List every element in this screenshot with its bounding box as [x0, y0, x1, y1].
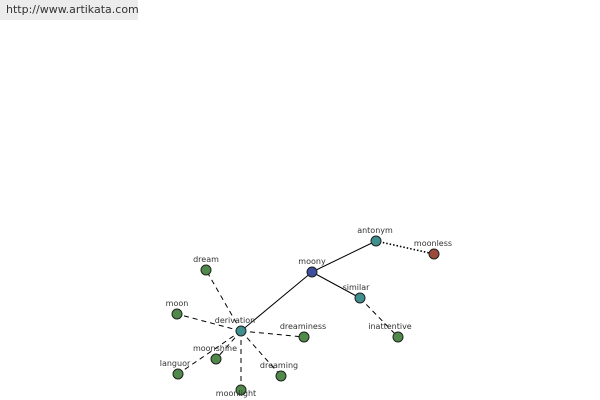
node-dreaminess[interactable] [298, 331, 310, 343]
node-derivation[interactable] [235, 325, 247, 337]
node-moonless[interactable] [428, 248, 440, 260]
node-moonlight[interactable] [235, 384, 247, 396]
node-label-moon[interactable]: moon [166, 299, 189, 308]
node-label-languor[interactable]: languor [160, 359, 191, 368]
site-url-link[interactable]: http://www.artikata.com [0, 0, 139, 20]
graph-nodes [171, 235, 440, 396]
node-label-moonlight[interactable]: moonlight [216, 389, 256, 398]
node-label-moony[interactable]: moony [298, 257, 326, 266]
edge-derivation-languor [177, 330, 242, 375]
node-label-dreaminess[interactable]: dreaminess [280, 322, 326, 331]
edge-similar-inattentive [359, 297, 399, 338]
node-dreaming[interactable] [275, 370, 287, 382]
node-label-derivation[interactable]: derivation [215, 316, 255, 325]
edge-moony-antonym [311, 240, 377, 273]
edge-antonym-moonless [375, 240, 435, 255]
node-label-moonless[interactable]: moonless [414, 239, 452, 248]
node-label-inattentive[interactable]: inattentive [368, 322, 412, 331]
edge-moony-similar [311, 271, 361, 299]
node-dream[interactable] [200, 264, 212, 276]
node-antonym[interactable] [370, 235, 382, 247]
node-moony[interactable] [306, 266, 318, 278]
edge-derivation-moon [176, 313, 242, 332]
node-similar[interactable] [354, 292, 366, 304]
node-label-antonym[interactable]: antonym [357, 226, 393, 235]
node-inattentive[interactable] [392, 331, 404, 343]
node-label-dreaming[interactable]: dreaming [260, 361, 298, 370]
graph-labels: moony antonym moonless similar inattentive de… [160, 226, 452, 398]
edge-derivation-dreaming [240, 330, 282, 377]
edge-derivation-dreaminess [240, 330, 305, 338]
edge-derivation-dream [205, 269, 242, 332]
node-label-similar[interactable]: similar [343, 283, 371, 292]
node-moonshine[interactable] [210, 353, 222, 365]
edge-derivation-moonshine [215, 330, 242, 360]
edge-moony-derivation [240, 271, 313, 332]
node-label-moonshine[interactable]: moonshine [193, 344, 237, 353]
graph-edges [176, 240, 435, 390]
node-label-dream[interactable]: dream [193, 255, 219, 264]
node-languor[interactable] [172, 368, 184, 380]
node-moon[interactable] [171, 308, 183, 320]
